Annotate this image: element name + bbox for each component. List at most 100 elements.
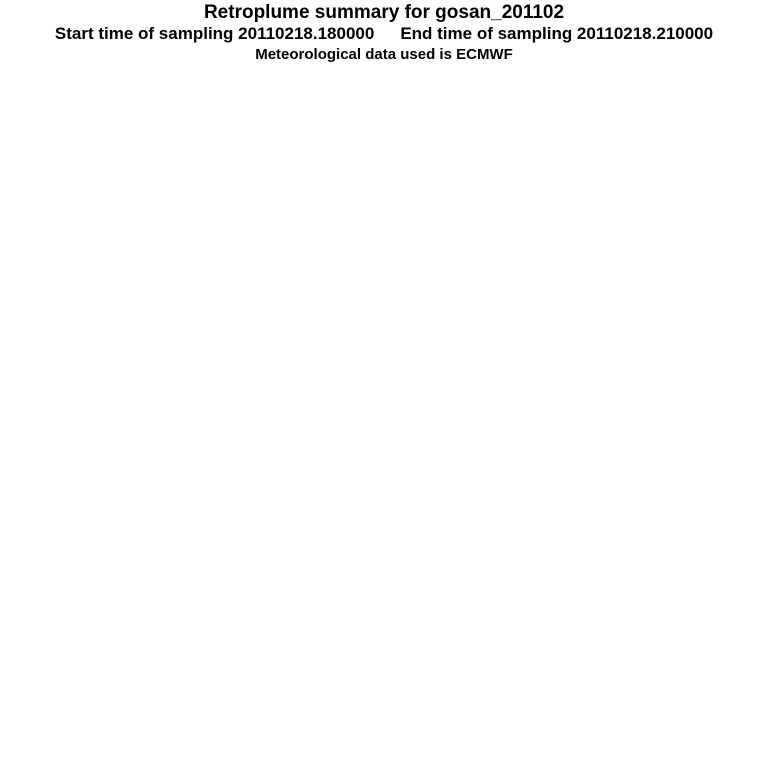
data-point xyxy=(689,718,693,722)
panel-unit-label: (%) xyxy=(21,585,55,610)
colorbar-swatch xyxy=(602,374,621,390)
spread-point xyxy=(433,504,440,512)
spread-point xyxy=(114,506,122,514)
y-tick-label: 60 xyxy=(90,571,106,587)
spread-point xyxy=(144,492,155,503)
colorbar-swatch xyxy=(693,374,713,390)
time-series-panels: ALT(m)0500010000ABL(%)020406080STR(%)020… xyxy=(15,422,759,767)
spread-point xyxy=(178,502,186,510)
x-tick-label: -7 xyxy=(526,732,539,748)
data-point xyxy=(626,618,630,622)
spread-point xyxy=(528,487,536,494)
plume-marker xyxy=(478,159,494,175)
x-tick-label: -6 xyxy=(558,732,571,748)
korea-coast xyxy=(485,167,529,227)
y-tick-label: 80 xyxy=(90,554,106,570)
colorbar-swatch xyxy=(73,374,93,390)
plume-marker xyxy=(445,145,455,155)
data-point xyxy=(657,516,661,520)
data-point xyxy=(180,500,184,503)
data-point xyxy=(180,619,184,623)
spread-point xyxy=(401,503,409,511)
spread-point xyxy=(496,509,504,516)
colorbar-title: Altitude (m) xyxy=(335,412,405,427)
spread-point xyxy=(496,498,504,505)
spread-point xyxy=(433,494,440,502)
data-point xyxy=(339,715,343,719)
colorbar-swatch xyxy=(109,374,129,390)
data-point xyxy=(594,718,598,722)
spread-point xyxy=(112,493,124,506)
spread-point xyxy=(526,476,538,489)
data-point xyxy=(116,713,120,717)
panel-label: STR xyxy=(16,646,60,671)
altitude-colorbar: 0 2000 4000 6000 8000 10000 Altitude (m) xyxy=(30,373,746,427)
spread-point xyxy=(718,521,729,532)
day-label-5: 5 xyxy=(284,77,297,106)
series-line-str xyxy=(117,713,724,722)
colorbar-tick-label: 2000 xyxy=(159,397,192,414)
x-tick-label: -8 xyxy=(494,732,507,748)
spread-point xyxy=(655,472,663,480)
data-point xyxy=(275,715,279,719)
data-point xyxy=(562,624,566,628)
data-point xyxy=(212,500,216,503)
spread-point xyxy=(240,494,251,505)
day-label-4: 4 xyxy=(443,207,450,222)
plume-marker xyxy=(441,123,463,145)
day-label-3: 3 xyxy=(452,87,465,116)
data-point xyxy=(212,715,216,719)
spread-point xyxy=(464,472,472,480)
spread-point xyxy=(624,521,632,529)
day-label-5: 5 xyxy=(322,190,331,209)
spread-point xyxy=(462,481,475,494)
panel-label: ABL xyxy=(15,560,60,585)
trajectory-markers xyxy=(354,82,544,215)
spread-point xyxy=(272,487,283,498)
data-point xyxy=(721,525,725,529)
data-point xyxy=(275,499,279,503)
colorbar-swatch xyxy=(310,374,330,390)
spread-point xyxy=(241,502,249,510)
coastline xyxy=(529,195,551,235)
colorbar-swatch xyxy=(511,374,530,390)
spread-point xyxy=(592,510,600,518)
spread-point xyxy=(528,470,536,478)
day-label-4: 4 xyxy=(340,111,353,140)
spread-point xyxy=(621,494,634,507)
x-tick-label: -9 xyxy=(462,732,475,748)
x-tick-label: -4 xyxy=(621,732,634,748)
data-point xyxy=(148,500,152,504)
plume-marker xyxy=(431,82,449,100)
spread-point xyxy=(305,501,313,509)
y-tick-label: 40 xyxy=(90,678,106,694)
data-point xyxy=(562,717,566,721)
colorbar-swatch xyxy=(547,374,567,390)
spread-point xyxy=(653,497,666,510)
day-label-8: 8 xyxy=(311,67,318,82)
data-point xyxy=(466,624,470,628)
spread-point xyxy=(687,524,695,532)
spread-point xyxy=(464,492,472,500)
data-point xyxy=(466,717,470,721)
spread-point xyxy=(528,510,536,518)
border-line xyxy=(419,69,551,137)
x-tick-label: -3 xyxy=(653,732,666,748)
colorbar-swatch xyxy=(347,374,366,390)
day-label-2: 2 xyxy=(526,149,534,166)
border-line xyxy=(214,87,349,123)
data-point xyxy=(530,717,534,721)
panel-label: ALT xyxy=(17,450,59,475)
spread-point xyxy=(464,500,472,508)
spread-point xyxy=(624,514,632,522)
spread-point xyxy=(335,495,346,506)
chart-title: Retroplume summary for gosan_201102 xyxy=(203,2,565,23)
y-tick-label: 10000 xyxy=(67,422,106,438)
colorbar-swatch xyxy=(255,374,275,390)
x-tick-label: -5 xyxy=(590,732,603,748)
data-point xyxy=(307,619,311,623)
